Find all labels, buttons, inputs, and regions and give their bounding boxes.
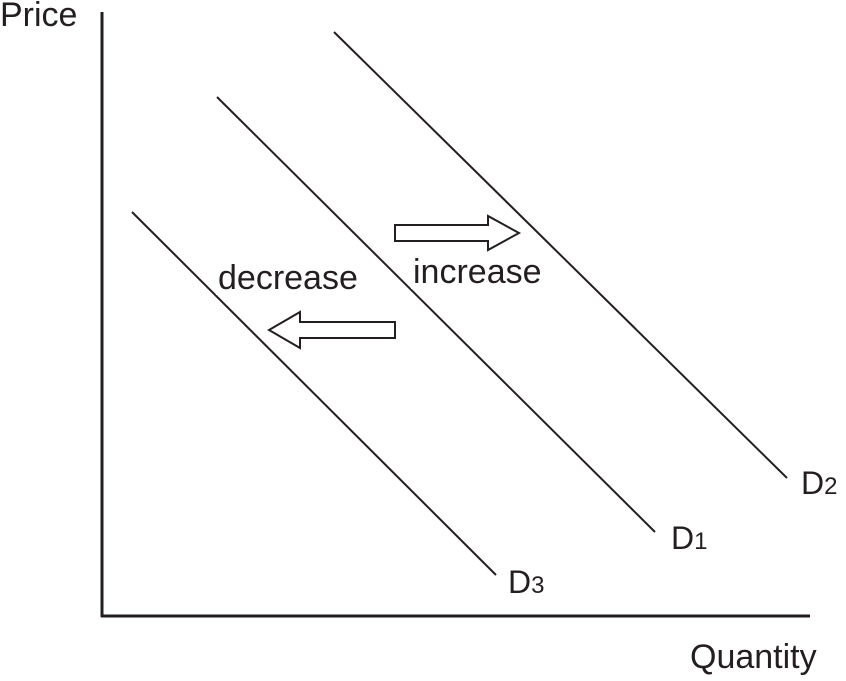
curve-label-d3: D3 bbox=[508, 566, 544, 598]
increase-arrow-icon bbox=[394, 214, 522, 252]
decrease-label: decrease bbox=[216, 259, 360, 297]
curve-label-d3-letter: D bbox=[508, 564, 532, 600]
curve-label-d1-letter: D bbox=[671, 520, 695, 556]
x-axis-label: Quantity bbox=[690, 638, 817, 676]
y-axis-label: Price bbox=[0, 0, 78, 34]
curve-label-d2-number: 2 bbox=[824, 473, 838, 500]
demand-curve-d2 bbox=[333, 31, 788, 479]
decrease-arrow-icon bbox=[267, 310, 396, 350]
curve-label-d2: D2 bbox=[801, 467, 837, 499]
demand-curve-d3 bbox=[131, 211, 497, 576]
demand-curve-d1 bbox=[216, 96, 656, 533]
curve-label-d1: D1 bbox=[671, 522, 707, 554]
increase-label: increase bbox=[411, 253, 544, 291]
curve-label-d1-number: 1 bbox=[694, 528, 708, 555]
curve-label-d3-number: 3 bbox=[531, 572, 545, 599]
curve-label-d2-letter: D bbox=[801, 465, 825, 501]
